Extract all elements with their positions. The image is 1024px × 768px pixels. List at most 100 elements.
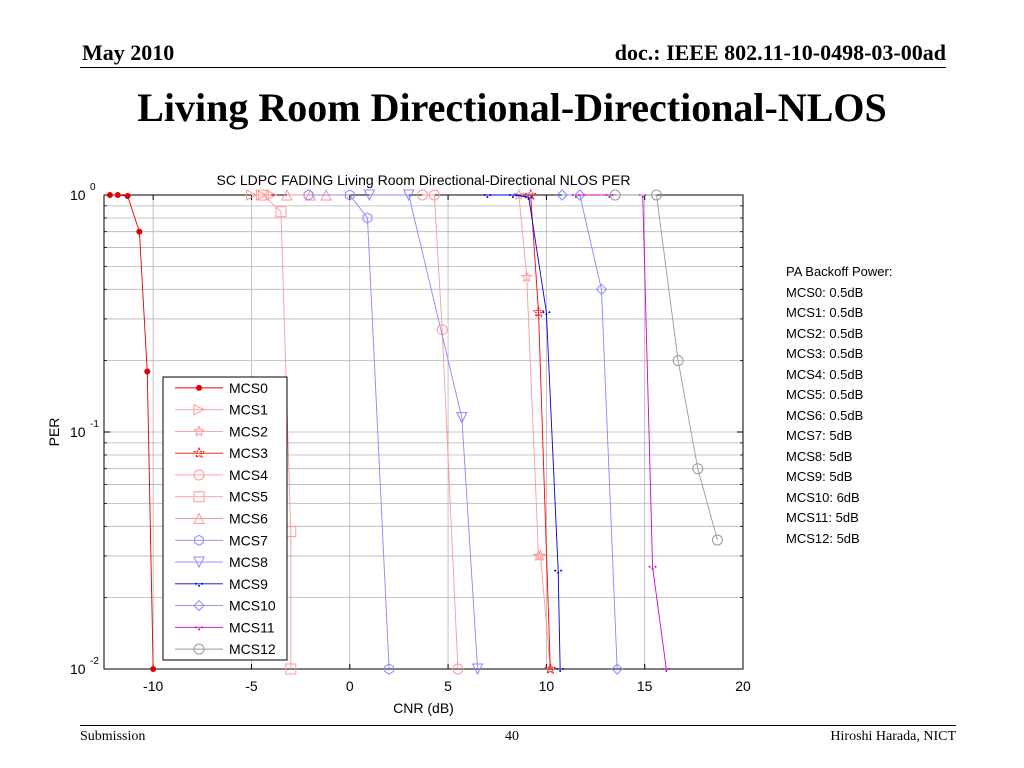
legend-label: MCS8 <box>229 554 268 570</box>
data-point <box>611 663 623 675</box>
pa-backoff-line: MCS5: 0.5dB <box>786 387 864 402</box>
legend-label: MCS12 <box>229 641 276 657</box>
data-point <box>514 194 517 196</box>
data-point <box>548 311 551 314</box>
y-tick-base: 10 <box>70 187 86 203</box>
pa-backoff-line: MCS2: 0.5dB <box>786 325 864 341</box>
data-point <box>556 189 568 201</box>
legend-label: MCS2 <box>229 423 268 439</box>
slide-date: May 2010 <box>82 40 175 65</box>
x-tick-label: 0 <box>346 678 354 694</box>
data-point <box>692 463 704 475</box>
legend-label: MCS10 <box>229 598 276 614</box>
data-point <box>524 188 537 201</box>
series-line <box>422 194 459 670</box>
data-point <box>195 626 197 629</box>
data-point <box>489 194 492 196</box>
data-point <box>711 534 723 546</box>
x-tick-label: 5 <box>444 678 452 694</box>
series-line <box>369 194 479 670</box>
data-point <box>402 189 415 202</box>
data-point <box>560 569 563 572</box>
data-point <box>571 194 574 196</box>
data-point <box>114 192 121 198</box>
data-point <box>201 582 203 585</box>
pa-backoff-line: MCS0: 0.5dB <box>786 284 864 300</box>
legend-item: MCS1 <box>175 402 268 418</box>
data-point <box>281 188 293 201</box>
data-point <box>654 565 657 568</box>
data-point <box>201 626 203 629</box>
data-point <box>668 668 671 670</box>
series-mcs10 <box>556 189 623 675</box>
y-tick-label: 10 -2 <box>70 656 99 677</box>
data-point <box>363 189 376 202</box>
data-point <box>362 212 373 224</box>
data-point <box>255 189 268 201</box>
data-point <box>106 192 113 198</box>
data-point <box>193 491 205 503</box>
y-tick-exponent: -1 <box>90 419 99 430</box>
legend-item: MCS3 <box>175 445 268 461</box>
data-point <box>428 189 440 201</box>
series-line <box>530 194 551 670</box>
data-point <box>303 189 314 201</box>
data-point <box>196 384 202 391</box>
legend-item: MCS11 <box>175 619 275 635</box>
series-mcs12 <box>609 189 723 546</box>
data-point <box>545 313 548 316</box>
data-point <box>275 206 287 218</box>
x-tick-label: -5 <box>245 678 258 694</box>
data-point <box>193 599 205 612</box>
data-point <box>417 189 429 201</box>
document-id: doc.: IEEE 802.11-10-0498-03-00ad <box>614 40 946 65</box>
data-point <box>662 668 665 670</box>
pa-backoff-line: MCS9: 5dB <box>786 469 853 484</box>
data-point <box>641 196 644 198</box>
data-point <box>193 643 205 655</box>
series-line <box>518 194 551 670</box>
legend-label: MCS3 <box>229 445 268 461</box>
series-line <box>615 194 718 541</box>
pa-backoff-line: MCS4: 0.5dB <box>786 366 864 382</box>
data-point <box>577 194 580 196</box>
series-mcs3 <box>524 188 557 675</box>
data-point <box>605 194 608 196</box>
data-point <box>534 549 547 562</box>
data-point <box>193 403 206 416</box>
legend-label: MCS9 <box>229 576 268 592</box>
data-point <box>611 194 614 196</box>
y-tick-exponent: 0 <box>90 182 96 193</box>
legend-label: MCS4 <box>229 467 268 483</box>
series-mcs9 <box>483 194 565 672</box>
data-point <box>651 567 654 570</box>
footer-divider <box>80 725 956 726</box>
series-mcs8 <box>363 189 484 676</box>
series-line <box>562 194 618 670</box>
legend-label: MCS5 <box>229 489 268 505</box>
pa-backoff-line: MCS8: 5dB <box>786 448 853 464</box>
legend-item: MCS12 <box>175 641 276 657</box>
data-point <box>574 189 586 201</box>
data-point <box>650 189 662 201</box>
pa-backoff-line: MCS6: 0.5dB <box>786 407 864 423</box>
data-point <box>486 196 489 198</box>
data-point <box>124 193 131 200</box>
data-point <box>144 368 151 375</box>
legend-label: MCS0 <box>229 380 268 396</box>
data-point <box>508 194 511 196</box>
page-number: 40 <box>505 729 519 744</box>
pa-backoff-line: MCS7: 5dB <box>786 428 853 443</box>
data-point <box>265 189 278 201</box>
data-point <box>194 534 204 546</box>
legend-item: MCS2 <box>175 423 268 439</box>
data-point <box>471 663 484 676</box>
data-point <box>524 196 527 199</box>
data-point <box>285 663 297 675</box>
legend-item: MCS6 <box>175 511 268 527</box>
data-point <box>193 512 205 524</box>
x-tick-label: -10 <box>143 678 163 694</box>
data-point <box>672 355 684 367</box>
data-point <box>532 305 545 318</box>
